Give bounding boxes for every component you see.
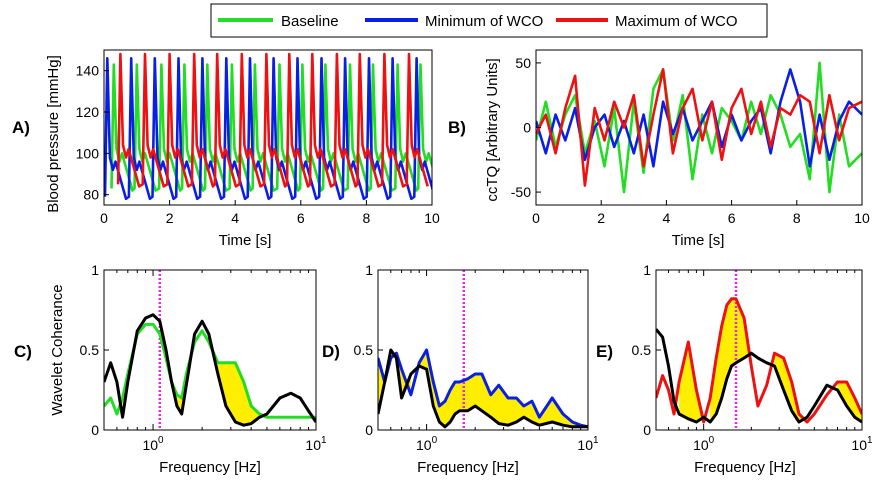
panel-b-ytick-label: 0 [523,120,531,136]
panel-b-xlabel: Time [s] [672,232,725,249]
panel-d-series-0 [378,348,588,429]
panel-c-ytick-label: 0.5 [80,342,100,358]
panel-d-series-1 [378,348,588,429]
panel-d-ytick-label: 0.5 [354,342,374,358]
panel-d-xtick-label: 101 [577,435,599,453]
panel-a-series-2 [116,52,429,188]
panel-b-xtick-label: 4 [663,210,671,226]
panel-d-xtick-label: 100 [416,435,438,453]
panel-e-ytick-label: 0 [643,422,651,438]
legend-label-minimum: Minimum of WCO [425,13,543,30]
panel-c-plot-area [104,270,316,430]
panel-b-xtick-label: 6 [728,210,736,226]
panel-b-ylabel: ccTQ [Arbitrary Units] [484,58,501,201]
panel-a-plot-area [104,52,432,201]
panel-a: A) Time [s] Blood pressure [mmHg] 0 2 4 6 8 1… [12,49,440,249]
panel-b-xtick-label: 2 [597,210,605,226]
panel-a-xlabel: Time [s] [219,232,272,249]
panel-d-plot-area [378,270,588,430]
panel-e-fill-region [837,382,862,422]
panel-b-ytick-label: 50 [515,55,531,71]
panel-b-xtick-label: 0 [532,210,540,226]
panel-label-d: D) [322,342,340,361]
panel-e-fill-region [774,353,808,422]
panel-c-xtick-label: 100 [142,435,164,453]
legend-box [210,3,768,38]
panel-a-ytick-label: 120 [76,104,100,120]
panel-c-series-1 [104,313,316,427]
panel-b-plot-area [536,61,862,194]
panel-a-series-1 [104,57,432,201]
panel-b-xtick-label: 10 [854,210,870,226]
panel-c-xtick-label: 101 [305,435,327,453]
panel-d: D) Frequency [Hz] 100 101 0 0.5 1 [322,262,599,476]
panel-e-ytick-label: 1 [643,262,651,278]
panel-a-ylabel: Blood pressure [mmHg] [45,55,62,213]
panel-a-ytick-label: 140 [76,63,100,79]
panel-a-xtick-label: 4 [231,210,239,226]
legend-label-baseline: Baseline [281,13,339,30]
panel-c-axes-box [103,269,317,431]
legend: Baseline Minimum of WCO Maximum of WCO [210,3,768,38]
panel-d-fill-region [419,350,588,427]
panel-b-ytick-label: -50 [511,184,531,200]
panel-c-ytick-label: 1 [91,262,99,278]
panel-c-xlabel: Frequency [Hz] [159,459,261,476]
panel-c: C) Frequency [Hz] Wavelet Coherance 100 1… [14,262,327,476]
panel-c-ylabel: Wavelet Coherance [49,284,66,415]
panel-a-series-0 [110,63,432,192]
panel-c-ytick-label: 0 [91,422,99,438]
panel-d-ytick-label: 0 [365,422,373,438]
panel-e-fill-region [710,298,752,422]
legend-label-maximum: Maximum of WCO [615,13,738,30]
panel-e-fill-region [679,342,704,422]
panel-d-xlabel: Frequency [Hz] [417,459,519,476]
panel-a-xtick-label: 10 [424,210,440,226]
panel-e: E) Frequency [Hz] 100 101 0 0.5 1 [596,262,873,476]
panel-a-xtick-label: 0 [100,210,108,226]
panel-label-a: A) [12,118,30,137]
panel-e-series-1 [656,328,862,424]
panel-e-ytick-label: 0.5 [632,342,652,358]
panel-a-xtick-label: 6 [297,210,305,226]
panel-e-xlabel: Frequency [Hz] [694,459,796,476]
panel-a-ytick-label: 100 [76,145,100,161]
panel-e-xtick-label: 101 [851,435,873,453]
panel-a-xtick-label: 8 [363,210,371,226]
panel-e-xtick-label: 100 [693,435,715,453]
panel-b-xtick-label: 8 [793,210,801,226]
panel-d-ytick-label: 1 [365,262,373,278]
panel-a-axes-box [103,49,433,206]
panel-label-e: E) [596,342,613,361]
panel-a-xtick-label: 2 [166,210,174,226]
panel-label-c: C) [14,342,32,361]
panel-label-b: B) [448,118,466,137]
panel-e-series-0 [656,297,862,424]
panel-b-series-2 [536,68,862,187]
panel-e-plot-area [656,270,862,430]
panel-b: B) Time [s] ccTQ [Arbitrary Units] 0 2 4 6 8… [448,49,870,249]
panel-a-ytick-label: 80 [83,187,99,203]
